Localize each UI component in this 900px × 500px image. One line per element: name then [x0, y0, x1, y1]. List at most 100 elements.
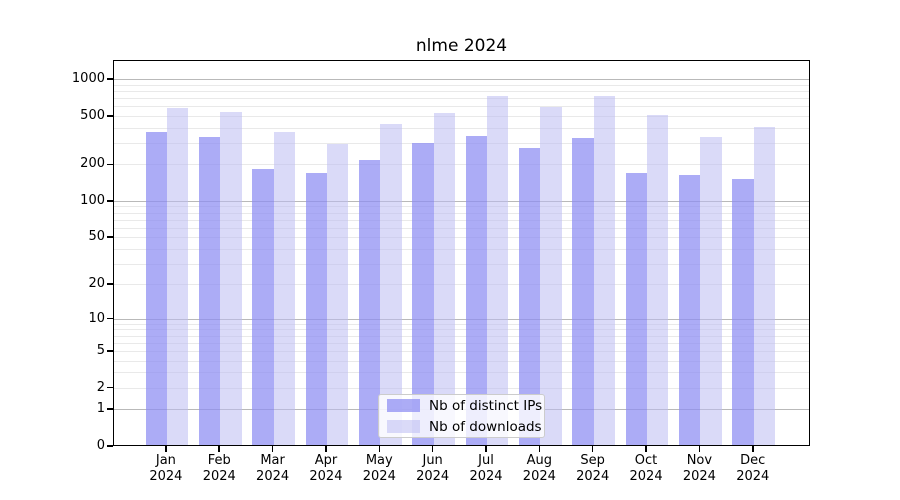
bar-downloads-feb-2024	[220, 111, 242, 445]
y-tick-label-1: 1	[96, 401, 105, 417]
bar-downloads-dec-2024	[753, 126, 776, 445]
month-label: Aug	[526, 453, 553, 468]
bar-ips-oct-2024	[625, 173, 648, 445]
bar-ips-jan-2024	[145, 131, 167, 445]
legend-item-downloads: Nb of downloads	[387, 419, 542, 435]
distinct-ips-swatch-icon	[387, 399, 420, 412]
year-label: 2024	[202, 469, 236, 484]
year-label: 2024	[522, 469, 556, 484]
gridline-400	[114, 127, 809, 129]
x-tick-mark-jan	[165, 446, 167, 452]
gridline-10	[114, 318, 809, 320]
gridline-4	[114, 360, 809, 362]
x-tick-mark-apr	[325, 446, 327, 452]
y-tick-mark-1000	[107, 78, 113, 80]
year-label: 2024	[629, 469, 663, 484]
y-tick-label-2: 2	[96, 379, 105, 395]
bar-downloads-jul-2024	[487, 95, 509, 445]
legend: Nb of distinct IPs Nb of downloads	[378, 394, 545, 438]
y-tick-label-1000: 1000	[71, 71, 105, 87]
x-tick-mark-nov	[698, 446, 701, 452]
gridline-7	[114, 335, 809, 337]
year-label: 2024	[362, 469, 396, 484]
month-label: Feb	[207, 453, 231, 468]
x-tick-mark-sep	[591, 446, 594, 452]
x-tick-label-nov: Nov 2024	[669, 453, 729, 485]
bar-ips-may-2024	[359, 160, 381, 445]
bar-ips-aug-2024	[519, 148, 541, 445]
gridline-20	[114, 284, 809, 286]
gridline-1000	[114, 79, 809, 81]
gridline-60	[114, 227, 809, 229]
gridline-600	[114, 106, 809, 108]
month-label: Jul	[478, 453, 494, 468]
x-tick-mark-jun	[431, 446, 434, 452]
gridline-80	[114, 212, 809, 214]
x-tick-label-jun: Jun 2024	[403, 453, 463, 485]
bar-downloads-may-2024	[380, 124, 402, 445]
x-tick-mark-jul	[485, 446, 487, 452]
bar-ips-jul-2024	[465, 136, 487, 445]
month-label: Jan	[155, 453, 176, 468]
bar-downloads-jan-2024	[166, 107, 189, 445]
month-label: Nov	[686, 453, 713, 468]
x-tick-label-dec: Dec 2024	[723, 453, 783, 485]
y-tick-label-500: 500	[80, 107, 105, 123]
gridline-3	[114, 372, 809, 374]
x-tick-label-feb: Feb 2024	[189, 453, 249, 485]
y-tick-mark-10	[107, 317, 113, 320]
bar-downloads-mar-2024	[273, 131, 295, 445]
year-label: 2024	[149, 469, 183, 484]
gridline-700	[114, 97, 809, 99]
x-tick-label-oct: Oct 2024	[616, 453, 676, 485]
legend-label-downloads: Nb of downloads	[429, 418, 542, 435]
y-tick-mark-2	[107, 386, 113, 389]
bar-downloads-nov-2024	[700, 136, 722, 445]
month-label: Oct	[634, 453, 658, 468]
gridline-100	[114, 200, 809, 202]
y-tick-mark-100	[107, 200, 113, 202]
x-tick-label-sep: Sep 2024	[563, 453, 623, 485]
year-label: 2024	[256, 469, 290, 484]
plot-area	[113, 60, 810, 446]
bar-ips-nov-2024	[679, 175, 701, 445]
year-label: 2024	[576, 469, 610, 484]
y-tick-mark-1	[107, 408, 113, 410]
x-tick-mark-dec	[751, 446, 754, 452]
downloads-swatch-icon	[387, 420, 420, 433]
y-tick-mark-500	[107, 115, 113, 117]
y-tick-label-5: 5	[96, 342, 105, 358]
x-tick-label-apr: Apr 2024	[296, 453, 356, 485]
legend-item-distinct-ips: Nb of distinct IPs	[387, 398, 542, 414]
y-tick-mark-5	[107, 350, 113, 352]
x-tick-mark-oct	[645, 446, 647, 452]
x-tick-label-aug: Aug 2024	[509, 453, 569, 485]
gridline-2	[114, 387, 809, 389]
year-label: 2024	[469, 469, 503, 484]
year-label: 2024	[682, 469, 716, 484]
y-tick-mark-20	[107, 283, 113, 286]
gridline-800	[114, 90, 809, 92]
gridline-500	[114, 115, 809, 117]
chart-title: nlme 2024	[415, 36, 508, 56]
y-tick-label-100: 100	[80, 192, 105, 208]
month-label: Sep	[580, 453, 605, 468]
bar-downloads-apr-2024	[326, 143, 349, 445]
month-label: Mar	[260, 453, 285, 468]
y-tick-label-10: 10	[88, 310, 105, 326]
month-label: May	[365, 453, 393, 468]
bar-ips-mar-2024	[252, 169, 274, 445]
gridline-50	[114, 237, 809, 239]
gridline-30	[114, 263, 809, 265]
bar-ips-feb-2024	[198, 136, 221, 445]
gridline-200	[114, 164, 809, 166]
bar-ips-apr-2024	[305, 173, 327, 445]
gridline-9	[114, 323, 809, 325]
y-tick-label-0: 0	[96, 438, 105, 453]
month-label: Dec	[740, 453, 766, 468]
gridline-40	[114, 248, 809, 250]
year-label: 2024	[736, 469, 770, 484]
bar-downloads-sep-2024	[593, 96, 615, 445]
bar-ips-sep-2024	[572, 138, 594, 445]
